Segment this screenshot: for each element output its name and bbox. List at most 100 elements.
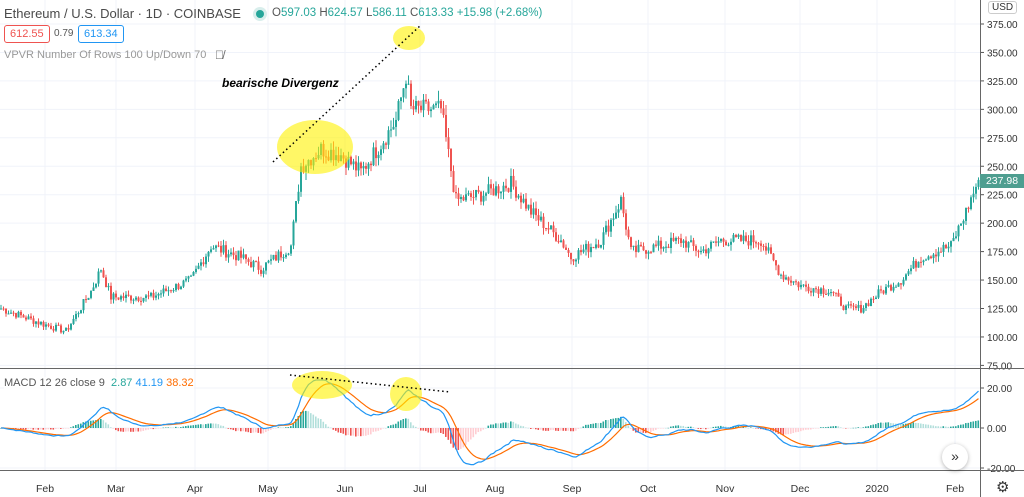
candle: [500, 190, 502, 199]
candle-body: [85, 299, 87, 301]
candle: [740, 234, 742, 243]
price-tick-label: 225.00: [987, 191, 1018, 202]
candle-body: [820, 288, 822, 294]
candle-body: [832, 292, 835, 294]
candle-body: [90, 290, 92, 298]
candle-body: [705, 249, 707, 254]
histogram-bar: [340, 428, 342, 433]
candle-body: [220, 245, 222, 253]
candle: [710, 240, 712, 252]
price-tick-label: 175.00: [987, 248, 1018, 259]
candle: [932, 252, 935, 264]
candle-body: [287, 253, 290, 255]
candle: [902, 277, 905, 287]
candle-body: [697, 250, 700, 253]
histogram-bar: [850, 427, 852, 429]
candle: [975, 183, 977, 200]
macd-legend[interactable]: MACD 12 26 close 9 2.87 41.19 38.32: [4, 377, 194, 389]
candle: [160, 289, 162, 298]
histogram-bar: [425, 428, 427, 432]
candle: [25, 315, 27, 322]
candle: [147, 290, 150, 300]
candle-body: [735, 234, 737, 238]
scroll-to-realtime-button[interactable]: »: [942, 444, 968, 470]
candle: [177, 282, 180, 291]
candle: [885, 283, 887, 295]
candle-body: [207, 251, 210, 257]
histogram-bar: [942, 426, 945, 428]
candle: [962, 219, 965, 230]
buy-button[interactable]: 613.34: [78, 25, 124, 43]
candle-body: [5, 308, 7, 314]
price-tick-label: 250.00: [987, 162, 1018, 173]
histogram-bar: [182, 426, 185, 428]
macd-tick-label: 20.00: [987, 384, 1012, 395]
candle: [545, 227, 547, 232]
histogram-bar: [862, 427, 865, 428]
candle-body: [772, 253, 775, 261]
candle-body: [105, 277, 107, 288]
macd-tick-label: 0.00: [987, 424, 1007, 435]
histogram-bar: [137, 428, 140, 432]
candle-body: [662, 247, 665, 249]
histogram-bar: [112, 428, 115, 429]
candle: [52, 325, 55, 333]
candle: [915, 258, 917, 272]
price-tick-label: 200.00: [987, 219, 1018, 230]
candle: [297, 184, 300, 204]
candle: [110, 282, 112, 304]
candle: [727, 242, 730, 247]
hidden-eye-icon[interactable]: 👁̸: [215, 48, 224, 62]
histogram-bar: [845, 428, 847, 429]
histogram-bar: [140, 428, 142, 432]
candle-body: [557, 240, 560, 243]
candle-body: [347, 156, 350, 168]
candle: [512, 169, 515, 190]
candle-body: [102, 270, 105, 278]
candle: [530, 198, 532, 218]
histogram-bar: [950, 426, 952, 428]
candle-body: [515, 186, 517, 198]
histogram-bar: [122, 428, 125, 432]
settings-gear-icon[interactable]: ⚙: [996, 479, 1010, 496]
candle-body: [385, 143, 387, 145]
candle-body: [940, 251, 942, 253]
candle-body: [190, 275, 192, 277]
histogram-bar: [30, 428, 32, 430]
candle-body: [227, 254, 230, 258]
currency-label[interactable]: USD: [988, 1, 1018, 14]
candle-body: [585, 243, 587, 250]
candle-body: [562, 240, 565, 248]
histogram-bar: [790, 428, 792, 434]
candle-body: [690, 240, 692, 242]
candle-body: [830, 292, 832, 294]
vpvr-indicator-label[interactable]: VPVR Number Of Rows 100 Up/Down 70: [4, 49, 207, 61]
candle-body: [762, 245, 765, 247]
sell-button[interactable]: 612.55: [4, 25, 50, 43]
candle: [212, 245, 215, 250]
candle: [605, 220, 607, 235]
histogram-bar: [77, 424, 80, 428]
candle: [625, 209, 627, 236]
candle: [925, 258, 927, 261]
histogram-bar: [237, 428, 240, 431]
candle: [680, 233, 682, 247]
histogram-bar: [597, 423, 600, 428]
candle: [557, 234, 560, 244]
histogram-bar: [107, 424, 110, 428]
candle: [112, 292, 115, 304]
histogram-bar: [800, 428, 802, 432]
histogram-bar: [332, 428, 335, 430]
candle-body: [977, 179, 980, 187]
time-axis-label: Mar: [107, 483, 126, 495]
candle: [2, 306, 5, 311]
histogram-bar: [547, 428, 550, 431]
candle-body: [152, 292, 155, 298]
candle: [930, 255, 932, 260]
histogram-bar: [840, 427, 842, 428]
candle: [650, 250, 652, 255]
candle-body: [10, 312, 12, 314]
symbol-title[interactable]: Ethereum / U.S. Dollar · 1D · COINBASE: [4, 6, 241, 21]
candle-body: [767, 247, 770, 251]
